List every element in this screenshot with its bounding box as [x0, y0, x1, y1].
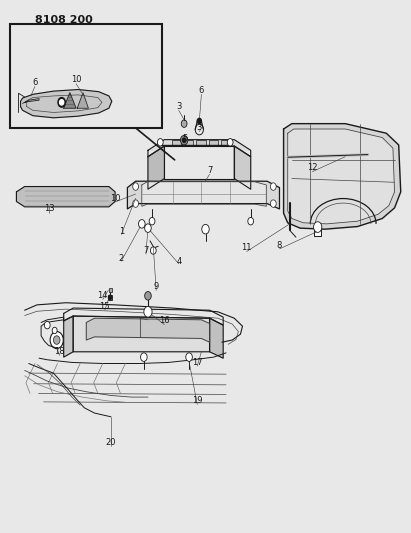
Polygon shape [73, 316, 210, 352]
Polygon shape [148, 146, 251, 157]
Text: 6: 6 [32, 78, 38, 87]
Polygon shape [21, 90, 112, 118]
Text: 4: 4 [176, 257, 181, 265]
Text: 18: 18 [54, 348, 65, 356]
Text: 15: 15 [99, 302, 110, 311]
Text: 5: 5 [182, 134, 187, 143]
Circle shape [50, 332, 63, 349]
Polygon shape [64, 316, 73, 357]
Circle shape [133, 200, 139, 207]
Polygon shape [148, 146, 164, 189]
Bar [10, 24, 162, 128]
Polygon shape [77, 93, 88, 108]
Polygon shape [127, 181, 279, 209]
Polygon shape [142, 182, 266, 206]
Circle shape [270, 200, 276, 207]
Circle shape [53, 336, 60, 344]
Text: 17: 17 [192, 358, 203, 367]
Circle shape [182, 138, 186, 142]
Circle shape [60, 100, 64, 105]
Polygon shape [284, 124, 401, 229]
Circle shape [314, 222, 322, 232]
Polygon shape [234, 146, 251, 189]
Circle shape [52, 327, 57, 334]
Text: 16: 16 [159, 317, 170, 325]
Circle shape [157, 139, 163, 146]
Bar [196, 140, 206, 146]
Text: 7: 7 [207, 166, 212, 175]
Text: 8108 200: 8108 200 [35, 15, 93, 25]
Circle shape [248, 217, 254, 225]
Circle shape [44, 321, 50, 329]
Text: 9: 9 [154, 282, 159, 291]
Circle shape [270, 183, 276, 190]
Text: 10: 10 [110, 194, 120, 203]
Circle shape [181, 120, 187, 127]
Text: 3: 3 [176, 102, 182, 111]
Circle shape [180, 135, 188, 145]
Polygon shape [16, 187, 115, 207]
Text: 1: 1 [119, 228, 124, 236]
Bar [172, 140, 181, 146]
Polygon shape [210, 318, 223, 358]
Polygon shape [164, 146, 234, 179]
Text: 2: 2 [119, 254, 124, 263]
Bar [184, 140, 193, 146]
Circle shape [186, 353, 192, 361]
Text: 13: 13 [44, 205, 55, 213]
Circle shape [133, 183, 139, 190]
Circle shape [202, 224, 209, 234]
Polygon shape [288, 129, 395, 224]
Circle shape [58, 98, 65, 107]
Polygon shape [64, 93, 76, 108]
Text: 19: 19 [192, 397, 203, 405]
Bar [109, 288, 112, 292]
Circle shape [141, 353, 147, 361]
Text: 20: 20 [106, 438, 116, 447]
Circle shape [145, 292, 151, 300]
Bar [221, 140, 230, 146]
Bar [314, 229, 321, 236]
Text: 10: 10 [71, 76, 81, 84]
Circle shape [227, 139, 233, 146]
Circle shape [197, 118, 201, 124]
Polygon shape [148, 140, 251, 150]
Circle shape [144, 306, 152, 317]
Text: 8: 8 [277, 241, 282, 249]
Text: 11: 11 [241, 244, 252, 252]
Polygon shape [86, 318, 210, 342]
Circle shape [139, 220, 145, 228]
Text: 12: 12 [307, 164, 318, 172]
Circle shape [109, 295, 112, 300]
Text: 7: 7 [143, 246, 149, 255]
Circle shape [150, 247, 156, 254]
Text: 6: 6 [199, 86, 204, 95]
Text: 14: 14 [97, 292, 108, 300]
Bar [209, 140, 218, 146]
Circle shape [149, 217, 155, 225]
Text: 3: 3 [196, 124, 202, 132]
Bar [108, 295, 112, 300]
Circle shape [145, 224, 151, 232]
